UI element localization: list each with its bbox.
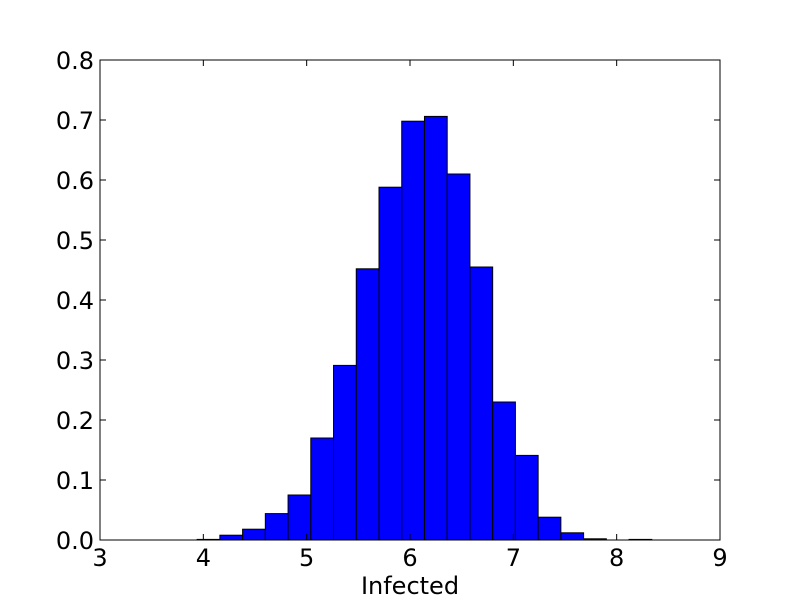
y-tick-label-8: 0.8 — [56, 47, 94, 75]
x-tick-label-0: 3 — [92, 544, 107, 572]
x-tick-label-1: 4 — [196, 544, 211, 572]
x-tick-label-6: 9 — [712, 544, 727, 572]
x-tick-label-4: 7 — [506, 544, 521, 572]
histogram-bar-2 — [242, 528, 266, 541]
histogram-bar-13 — [492, 401, 516, 541]
y-tick-label-5: 0.5 — [56, 227, 94, 255]
y-tick-label-4: 0.4 — [56, 287, 94, 315]
histogram-bar-4 — [287, 494, 312, 541]
histogram-bar-7 — [355, 268, 380, 541]
histogram-bar-6 — [333, 364, 357, 541]
histogram-bar-1 — [219, 534, 244, 541]
histogram-bar-3 — [264, 513, 289, 541]
y-tick-label-2: 0.2 — [56, 407, 94, 435]
x-axis-label: Infected — [361, 572, 459, 600]
x-tick-label-5: 8 — [609, 544, 624, 572]
x-tick-label-2: 5 — [299, 544, 314, 572]
histogram-bar-15 — [537, 516, 562, 541]
histogram-bar-9 — [401, 120, 425, 541]
histogram-bar-12 — [469, 266, 494, 541]
y-tick-label-1: 0.1 — [56, 467, 94, 495]
x-tick-label-3: 6 — [402, 544, 417, 572]
histogram-bar-11 — [446, 173, 471, 541]
histogram-bar-8 — [378, 186, 403, 541]
histogram-bar-14 — [514, 454, 539, 541]
y-axis-ticks: 0.0 0.1 0.2 0.3 0.4 0.5 0.6 0.7 0.8 — [56, 47, 720, 555]
y-tick-label-7: 0.7 — [56, 107, 94, 135]
x-axis-ticks: 3 4 5 6 7 8 9 — [92, 60, 728, 572]
histogram-bar-16 — [560, 532, 585, 541]
y-tick-label-6: 0.6 — [56, 167, 94, 195]
y-tick-label-3: 0.3 — [56, 347, 94, 375]
histogram-bar-5 — [310, 437, 335, 541]
histogram-bar-10 — [423, 115, 448, 541]
y-tick-label-0: 0.0 — [56, 527, 94, 555]
